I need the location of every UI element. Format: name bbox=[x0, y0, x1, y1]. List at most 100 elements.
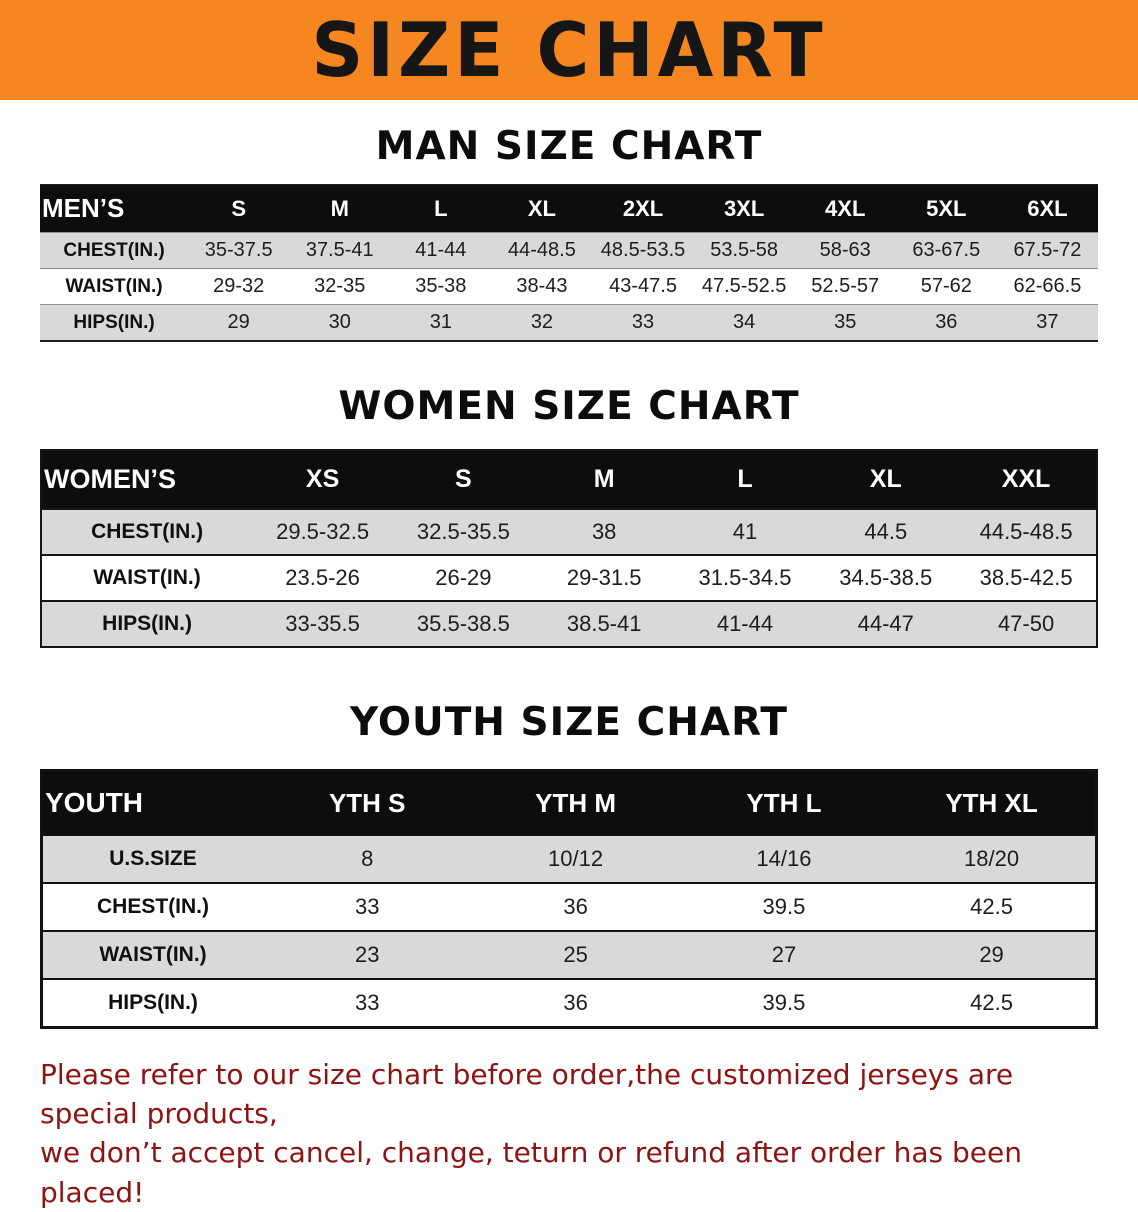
size-column-header: YTH XL bbox=[945, 787, 1038, 818]
size-value-cell: 25 bbox=[563, 942, 588, 967]
size-column-header: L bbox=[737, 465, 753, 493]
size-value-cell: 38.5-41 bbox=[566, 611, 642, 636]
size-value-cell: 32 bbox=[530, 311, 554, 333]
size-value-cell: 41-44 bbox=[716, 611, 774, 636]
size-value-cell: 41 bbox=[732, 519, 758, 544]
size-column-header: 5XL bbox=[926, 195, 967, 221]
row-label-cell: HIPS(IN.) bbox=[102, 612, 193, 635]
measurement-row: HIPS(IN.) 33 36 39.5 42.5 bbox=[41, 979, 1097, 1028]
size-value-cell: 26-29 bbox=[435, 565, 492, 590]
size-value-cell: 33 bbox=[354, 990, 380, 1015]
measurement-row: WAIST(IN.) 23 25 27 29 bbox=[41, 931, 1097, 979]
size-value-cell: 42.5 bbox=[970, 990, 1013, 1015]
size-value-cell: 57-62 bbox=[920, 275, 972, 297]
row-label-cell: CHEST(IN.) bbox=[91, 520, 204, 543]
size-chart-banner: SIZE CHART bbox=[0, 0, 1138, 100]
size-value-cell: 29.5-32.5 bbox=[276, 519, 370, 544]
row-label-cell: WAIST(IN.) bbox=[65, 275, 163, 297]
size-value-cell: 38 bbox=[591, 519, 617, 544]
size-value-cell: 32-35 bbox=[314, 275, 366, 297]
size-value-cell: 37.5-41 bbox=[305, 239, 374, 261]
disclaimer-line-1: Please refer to our size chart before or… bbox=[40, 1058, 1014, 1131]
size-value-cell: 33 bbox=[631, 311, 655, 333]
measurement-row: CHEST(IN.) 35-37.5 37.5-41 41-44 44-48.5 48.5… bbox=[40, 232, 1098, 269]
size-value-cell: 35.5-38.5 bbox=[416, 611, 510, 636]
row-label-cell: WAIST(IN.) bbox=[99, 943, 207, 966]
size-value-cell: 35-37.5 bbox=[204, 239, 273, 261]
size-value-cell: 44.5 bbox=[864, 519, 908, 544]
womens-size-table: WOMEN’S XS S M L XL XXL CHEST(IN.) 29.5-32.5 32.5… bbox=[40, 449, 1098, 648]
table-title-cell: YOUTH bbox=[45, 787, 143, 818]
size-value-cell: 18/20 bbox=[964, 846, 1020, 871]
row-label-cell: U.S.SIZE bbox=[109, 847, 197, 870]
size-value-cell: 30 bbox=[328, 311, 351, 333]
size-column-header: S bbox=[455, 465, 472, 493]
size-column-header: YTH S bbox=[328, 787, 406, 818]
man-size-chart-heading: MAN SIZE CHART bbox=[375, 124, 763, 169]
size-value-cell: 33-35.5 bbox=[285, 611, 360, 636]
youth-size-table: YOUTH YTH S YTH M YTH L YTH XL U.S.SIZE 8 10/12… bbox=[40, 769, 1098, 1029]
size-column-header: XL bbox=[869, 465, 902, 493]
size-column-header: XL bbox=[527, 195, 556, 221]
size-value-cell: 34 bbox=[733, 311, 756, 333]
measurement-row: CHEST(IN.) 33 36 39.5 42.5 bbox=[41, 883, 1097, 931]
measurement-row: HIPS(IN.) 33-35.5 35.5-38.5 38.5-41 41-44 44-… bbox=[41, 601, 1097, 647]
disclaimer-line-2: we don’t accept cancel, change, teturn o… bbox=[40, 1136, 1022, 1209]
size-value-cell: 67.5-72 bbox=[1013, 239, 1082, 261]
table-title-cell: WOMEN’S bbox=[44, 464, 176, 494]
size-value-cell: 32.5-35.5 bbox=[416, 519, 510, 544]
size-column-header: XS bbox=[305, 465, 340, 493]
size-value-cell: 34.5-38.5 bbox=[839, 565, 933, 590]
size-value-cell: 29 bbox=[979, 942, 1004, 967]
measurement-row: WAIST(IN.) 29-32 32-35 35-38 38-43 43-47.5 47.… bbox=[40, 268, 1098, 305]
size-column-header: YTH M bbox=[535, 787, 617, 818]
size-column-header: 2XL bbox=[622, 195, 664, 221]
size-value-cell: 44.5-48.5 bbox=[979, 519, 1073, 544]
disclaimer-text: Please refer to our size chart before or… bbox=[40, 1055, 1098, 1212]
measurement-row: WAIST(IN.) 23.5-26 26-29 29-31.5 31.5-34.5 34… bbox=[41, 555, 1097, 601]
size-value-cell: 39.5 bbox=[762, 990, 806, 1015]
size-value-cell: 44-47 bbox=[857, 611, 914, 636]
size-value-cell: 27 bbox=[771, 942, 797, 967]
measurement-row: HIPS(IN.) 29 30 31 32 33 34 35 36 37 bbox=[40, 304, 1098, 341]
size-column-header: M bbox=[593, 465, 615, 493]
size-value-cell: 44-48.5 bbox=[508, 239, 576, 261]
mens-size-table: MEN’S S M L XL 2XL 3XL 4XL 5XL 6XL CHEST(IN.) 35-37… bbox=[40, 184, 1098, 342]
size-column-header: S bbox=[231, 195, 246, 221]
row-label-cell: HIPS(IN.) bbox=[73, 311, 155, 333]
size-value-cell: 38-43 bbox=[516, 275, 568, 297]
size-value-cell: 31.5-34.5 bbox=[698, 565, 792, 590]
size-value-cell: 31 bbox=[429, 311, 452, 333]
size-column-header: 3XL bbox=[723, 195, 765, 221]
table-header-row: MEN’S S M L XL 2XL 3XL 4XL 5XL 6XL bbox=[40, 184, 1098, 233]
size-value-cell: 23.5-26 bbox=[285, 565, 360, 590]
banner-title: SIZE CHART bbox=[311, 6, 827, 94]
size-value-cell: 42.5 bbox=[970, 894, 1013, 919]
row-label-cell: CHEST(IN.) bbox=[63, 239, 165, 261]
size-value-cell: 36 bbox=[935, 311, 958, 333]
row-label-cell: CHEST(IN.) bbox=[97, 895, 210, 918]
size-column-header: 6XL bbox=[1027, 195, 1068, 221]
size-column-header: YTH L bbox=[746, 787, 822, 818]
size-value-cell: 29 bbox=[227, 311, 250, 333]
women-size-chart-heading: WOMEN SIZE CHART bbox=[338, 384, 800, 429]
size-value-cell: 43-47.5 bbox=[609, 275, 677, 297]
size-column-header: 4XL bbox=[825, 195, 866, 221]
size-value-cell: 35-38 bbox=[415, 275, 467, 297]
size-value-cell: 53.5-58 bbox=[710, 239, 779, 261]
size-column-header: M bbox=[330, 195, 349, 221]
measurement-row: CHEST(IN.) 29.5-32.5 32.5-35.5 38 41 44.5 44.5… bbox=[41, 509, 1097, 555]
size-value-cell: 38.5-42.5 bbox=[979, 565, 1073, 590]
size-value-cell: 36 bbox=[563, 990, 588, 1015]
size-value-cell: 63-67.5 bbox=[912, 239, 981, 261]
measurement-row: U.S.SIZE 8 10/12 14/16 18/20 bbox=[41, 835, 1097, 883]
size-value-cell: 52.5-57 bbox=[811, 275, 880, 297]
row-label-cell: WAIST(IN.) bbox=[93, 566, 201, 589]
size-value-cell: 39.5 bbox=[762, 894, 806, 919]
size-value-cell: 29-32 bbox=[213, 275, 265, 297]
size-value-cell: 33 bbox=[354, 894, 380, 919]
size-column-header: L bbox=[434, 195, 448, 221]
size-value-cell: 36 bbox=[563, 894, 588, 919]
size-value-cell: 10/12 bbox=[548, 846, 604, 871]
size-column-header: XXL bbox=[1001, 465, 1051, 493]
